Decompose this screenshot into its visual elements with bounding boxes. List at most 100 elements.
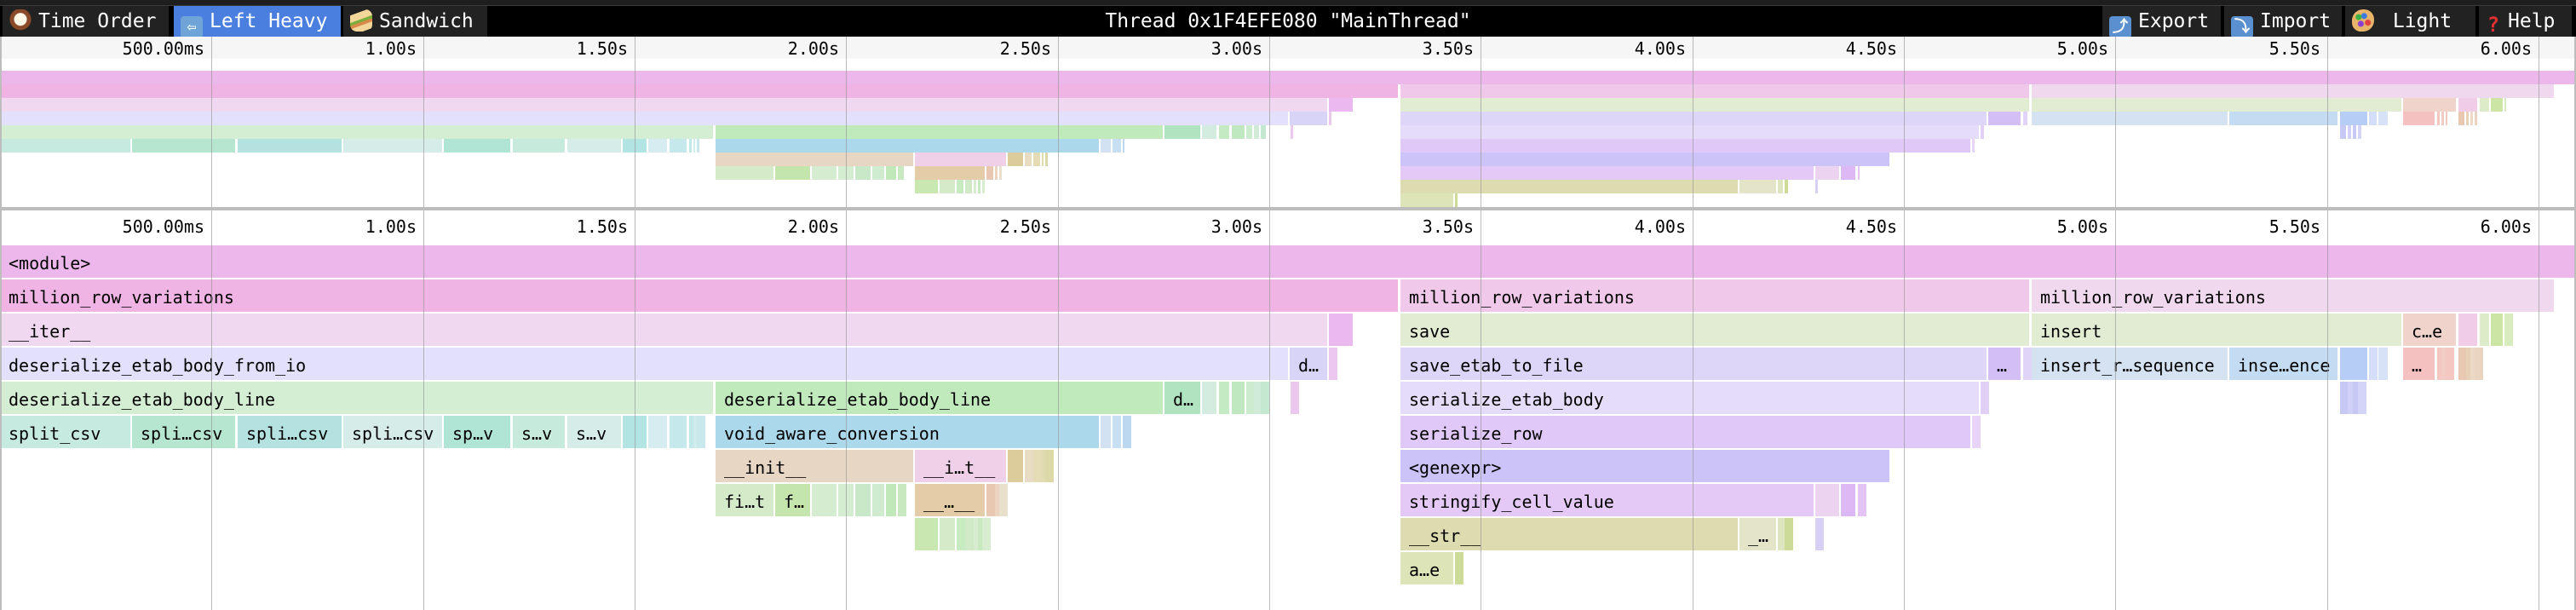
flame-frame[interactable]: [2023, 112, 2027, 125]
flame-frame[interactable]: [1290, 112, 1327, 125]
flame-frame[interactable]: [1033, 152, 1040, 166]
flame-frame[interactable]: [1972, 416, 1981, 448]
flame-frame[interactable]: [982, 518, 991, 550]
flame-frame[interactable]: [886, 484, 896, 516]
flame-frame[interactable]: [2441, 112, 2444, 125]
flame-frame[interactable]: save_etab_to_file: [1400, 348, 1987, 380]
flame-frame[interactable]: [855, 166, 871, 180]
flame-frame[interactable]: inse…ence: [2229, 348, 2337, 380]
flame-frame[interactable]: [716, 152, 913, 166]
flame-frame[interactable]: [1101, 139, 1111, 152]
flame-frame[interactable]: [1972, 139, 1975, 152]
flame-frame[interactable]: [697, 416, 705, 448]
flame-frame[interactable]: [2032, 98, 2401, 112]
flame-frame[interactable]: __init__: [716, 450, 913, 482]
flame-frame[interactable]: [2369, 348, 2378, 380]
flame-frame[interactable]: [940, 180, 955, 193]
flame-frame[interactable]: [2458, 112, 2464, 125]
flame-frame[interactable]: [513, 139, 565, 152]
flame-frame[interactable]: [1101, 416, 1111, 448]
flame-frame[interactable]: [716, 139, 1099, 152]
flame-frame[interactable]: [1291, 382, 1299, 414]
flame-frame[interactable]: [2, 139, 130, 152]
flame-frame[interactable]: __str__: [1400, 518, 1738, 550]
flame-frame[interactable]: [2, 125, 713, 139]
flame-frame[interactable]: [995, 166, 998, 180]
flame-frame[interactable]: [1455, 552, 1463, 584]
flame-frame[interactable]: [1400, 166, 1814, 180]
flame-frame[interactable]: million_row_variations: [2, 279, 1398, 312]
flame-frame[interactable]: [697, 139, 699, 152]
flame-frame[interactable]: [1988, 112, 2021, 125]
flame-frame[interactable]: [957, 180, 963, 193]
flame-frame[interactable]: __iter__: [2, 314, 1327, 346]
flame-frame[interactable]: [915, 166, 985, 180]
flame-frame[interactable]: d…: [1290, 348, 1327, 380]
flame-chart[interactable]: 500.00ms 1.00s 1.50s 2.00s 2.50s 3.00s 3.50s 4.…: [0, 210, 2576, 610]
flame-frame[interactable]: spli…csv: [132, 416, 235, 448]
flame-frame[interactable]: [1219, 382, 1229, 414]
flame-frame[interactable]: __i…t__: [915, 450, 1006, 482]
flame-frame[interactable]: [1246, 125, 1252, 139]
flame-frame[interactable]: [2378, 348, 2388, 380]
flame-frame[interactable]: [2458, 314, 2477, 346]
flame-frame[interactable]: [2403, 98, 2456, 112]
flame-frame[interactable]: [2378, 112, 2388, 125]
flame-frame[interactable]: f…: [775, 484, 810, 516]
flame-frame[interactable]: [775, 166, 810, 180]
flame-frame[interactable]: [812, 166, 837, 180]
flame-frame[interactable]: [2032, 84, 2554, 98]
flame-frame[interactable]: [2340, 112, 2367, 125]
flame-frame[interactable]: [693, 139, 695, 152]
flame-frame[interactable]: [957, 518, 965, 550]
flame-frame[interactable]: [2437, 112, 2440, 125]
flame-frame[interactable]: a…e: [1400, 552, 1453, 584]
flame-frame[interactable]: [1739, 180, 1776, 193]
flame-frame[interactable]: [1232, 125, 1245, 139]
flame-frame[interactable]: [2353, 125, 2356, 139]
flame-frame[interactable]: [1202, 125, 1216, 139]
flame-frame[interactable]: [2340, 382, 2349, 414]
flame-frame[interactable]: [343, 139, 442, 152]
flame-frame[interactable]: [2480, 98, 2489, 112]
flame-frame[interactable]: [2369, 112, 2377, 125]
tab-left-heavy[interactable]: ⇦ Left Heavy: [174, 6, 341, 38]
flame-frame[interactable]: _…: [1739, 518, 1776, 550]
flame-frame[interactable]: [1025, 152, 1032, 166]
flame-frame[interactable]: stringify_cell_value: [1400, 484, 1814, 516]
flame-frame[interactable]: [1113, 139, 1121, 152]
flame-frame[interactable]: [2358, 125, 2361, 139]
flame-frame[interactable]: deserialize_etab_body_line: [2, 382, 713, 414]
flame-frame[interactable]: [1778, 180, 1783, 193]
flame-frame[interactable]: million_row_variations: [1400, 279, 2029, 312]
flame-frame[interactable]: [1815, 484, 1839, 516]
flame-frame[interactable]: [2, 71, 2574, 84]
flame-frame[interactable]: insert: [2032, 314, 2401, 346]
flame-frame[interactable]: [999, 166, 1002, 180]
flame-frame[interactable]: [1400, 112, 1987, 125]
flame-frame[interactable]: split_csv: [2, 416, 130, 448]
flame-frame[interactable]: [2403, 112, 2435, 125]
flame-frame[interactable]: [1400, 139, 1970, 152]
flame-frame[interactable]: [965, 518, 974, 550]
flame-frame[interactable]: [1785, 518, 1793, 550]
flame-frame[interactable]: [1400, 125, 1979, 139]
flame-frame[interactable]: [2348, 382, 2356, 414]
flame-frame[interactable]: d…: [1164, 382, 1200, 414]
flame-frame[interactable]: [2340, 348, 2367, 380]
flame-frame[interactable]: [2475, 112, 2477, 125]
flame-frame[interactable]: s…v: [567, 416, 621, 448]
flame-frame[interactable]: [2475, 348, 2483, 380]
flame-frame[interactable]: [986, 484, 995, 516]
flame-frame[interactable]: …: [2403, 348, 2435, 380]
flame-frame[interactable]: [567, 139, 621, 152]
flame-frame[interactable]: [2446, 348, 2454, 380]
pane-separator[interactable]: [0, 207, 2576, 210]
flame-frame[interactable]: [1164, 125, 1200, 139]
flame-frame[interactable]: <module>: [2, 245, 2574, 278]
flame-frame[interactable]: serialize_etab_body: [1400, 382, 1979, 414]
flame-frame[interactable]: deserialize_etab_body_from_io: [2, 348, 1288, 380]
flame-frame[interactable]: [2504, 98, 2506, 112]
flame-frame[interactable]: [2032, 112, 2228, 125]
flame-frame[interactable]: [1981, 382, 1989, 414]
